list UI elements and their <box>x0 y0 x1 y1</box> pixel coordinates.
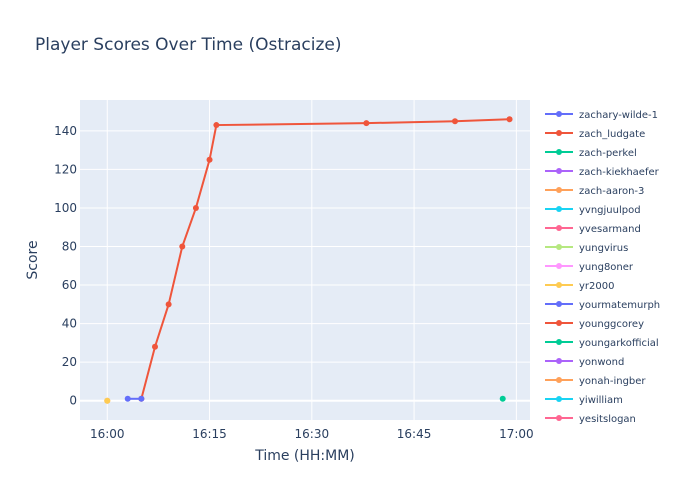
y-tick-label: 140 <box>54 124 77 138</box>
legend-item[interactable]: yiwilliam <box>545 395 623 406</box>
chart-title: Player Scores Over Time (Ostracize) <box>35 35 342 55</box>
legend-label: yvngjuulpod <box>579 205 641 216</box>
legend-item[interactable]: zach-kiekhaefer <box>545 167 660 178</box>
legend-swatch-marker <box>556 111 562 117</box>
legend-label: yonah-ingber <box>579 376 646 387</box>
plot-area <box>80 100 530 420</box>
legend-swatch-marker <box>556 320 562 326</box>
data-point <box>104 397 111 404</box>
legend-swatch-marker <box>556 187 562 193</box>
data-point <box>192 204 199 211</box>
legend-swatch-marker <box>556 206 562 212</box>
legend-item[interactable]: zach-aaron-3 <box>545 186 644 197</box>
x-tick-label: 16:15 <box>192 427 227 441</box>
data-point <box>213 122 220 129</box>
y-tick-label: 80 <box>62 240 77 254</box>
x-axis-label: Time (HH:MM) <box>254 448 355 464</box>
data-point <box>363 120 370 127</box>
legend-swatch-marker <box>556 377 562 383</box>
legend-swatch-marker <box>556 263 562 269</box>
legend-swatch-marker <box>556 149 562 155</box>
y-tick-label: 40 <box>62 317 77 331</box>
data-point <box>499 395 506 402</box>
x-tick-label: 16:45 <box>397 427 432 441</box>
legend-item[interactable]: yourmatemurph <box>545 300 660 311</box>
y-tick-label: 0 <box>69 394 77 408</box>
x-tick-label: 16:00 <box>90 427 125 441</box>
legend-item[interactable]: yr2000 <box>545 281 614 292</box>
legend-label: yungvirus <box>579 243 628 254</box>
legend-label: yiwilliam <box>579 395 623 406</box>
legend-label: yesitslogan <box>579 414 636 425</box>
legend-swatch-marker <box>556 339 562 345</box>
x-tick-label: 17:00 <box>499 427 534 441</box>
legend-label: yonwond <box>579 357 624 368</box>
legend-item[interactable]: yvesarmand <box>545 224 641 235</box>
legend-item[interactable]: zach-perkel <box>545 148 637 159</box>
x-tick-label: 16:30 <box>295 427 330 441</box>
y-tick-label: 100 <box>54 201 77 215</box>
y-tick-label: 120 <box>54 162 77 176</box>
legend-label: yvesarmand <box>579 224 641 235</box>
data-point <box>206 156 213 163</box>
legend-swatch-marker <box>556 282 562 288</box>
gridlines <box>80 100 530 420</box>
legend-item[interactable]: yesitslogan <box>545 414 636 425</box>
legend-swatch-marker <box>556 168 562 174</box>
legend-label: yung8oner <box>579 262 634 273</box>
legend-swatch-marker <box>556 358 562 364</box>
legend[interactable]: zachary-wilde-1 zach_ludgate zach-perkel za… <box>545 110 660 425</box>
legend-label: yr2000 <box>579 281 614 292</box>
legend-label: zach-aaron-3 <box>579 186 644 197</box>
data-point <box>152 343 158 350</box>
data-point <box>179 243 186 250</box>
legend-swatch-marker <box>556 415 562 421</box>
legend-label: zach_ludgate <box>579 129 645 140</box>
legend-label: zach-perkel <box>579 148 637 159</box>
legend-label: younggcorey <box>579 319 644 330</box>
legend-swatch-marker <box>556 244 562 250</box>
y-tick-label: 60 <box>62 278 77 292</box>
legend-item[interactable]: zach_ludgate <box>545 129 645 140</box>
data-point <box>138 395 145 402</box>
series-line <box>140 118 510 400</box>
data-point <box>506 116 513 123</box>
y-tick-label: 20 <box>62 355 77 369</box>
legend-item[interactable]: zachary-wilde-1 <box>545 110 658 121</box>
legend-item[interactable]: yonah-ingber <box>545 376 646 387</box>
legend-item[interactable]: yung8oner <box>545 262 634 273</box>
legend-label: zach-kiekhaefer <box>579 167 660 178</box>
data-point <box>165 301 172 308</box>
legend-item[interactable]: yonwond <box>545 357 624 368</box>
legend-swatch-marker <box>556 301 562 307</box>
legend-swatch-marker <box>556 225 562 231</box>
legend-label: youngarkofficial <box>579 338 659 349</box>
data-point <box>452 118 458 125</box>
data-point <box>124 395 131 402</box>
legend-item[interactable]: yvngjuulpod <box>545 205 641 216</box>
legend-label: zachary-wilde-1 <box>579 110 658 121</box>
legend-item[interactable]: youngarkofficial <box>545 338 659 349</box>
y-axis-label: Score <box>25 240 41 279</box>
axis-ticks: 0 20 40 60 80 100 120 140 16:00 16:15 16:30 16:45 17… <box>54 124 534 441</box>
legend-label: yourmatemurph <box>579 300 660 311</box>
legend-item[interactable]: yungvirus <box>545 243 628 254</box>
legend-item[interactable]: younggcorey <box>545 319 644 330</box>
legend-swatch-marker <box>556 130 562 136</box>
legend-swatch-marker <box>556 396 562 402</box>
series-layer <box>104 116 513 404</box>
